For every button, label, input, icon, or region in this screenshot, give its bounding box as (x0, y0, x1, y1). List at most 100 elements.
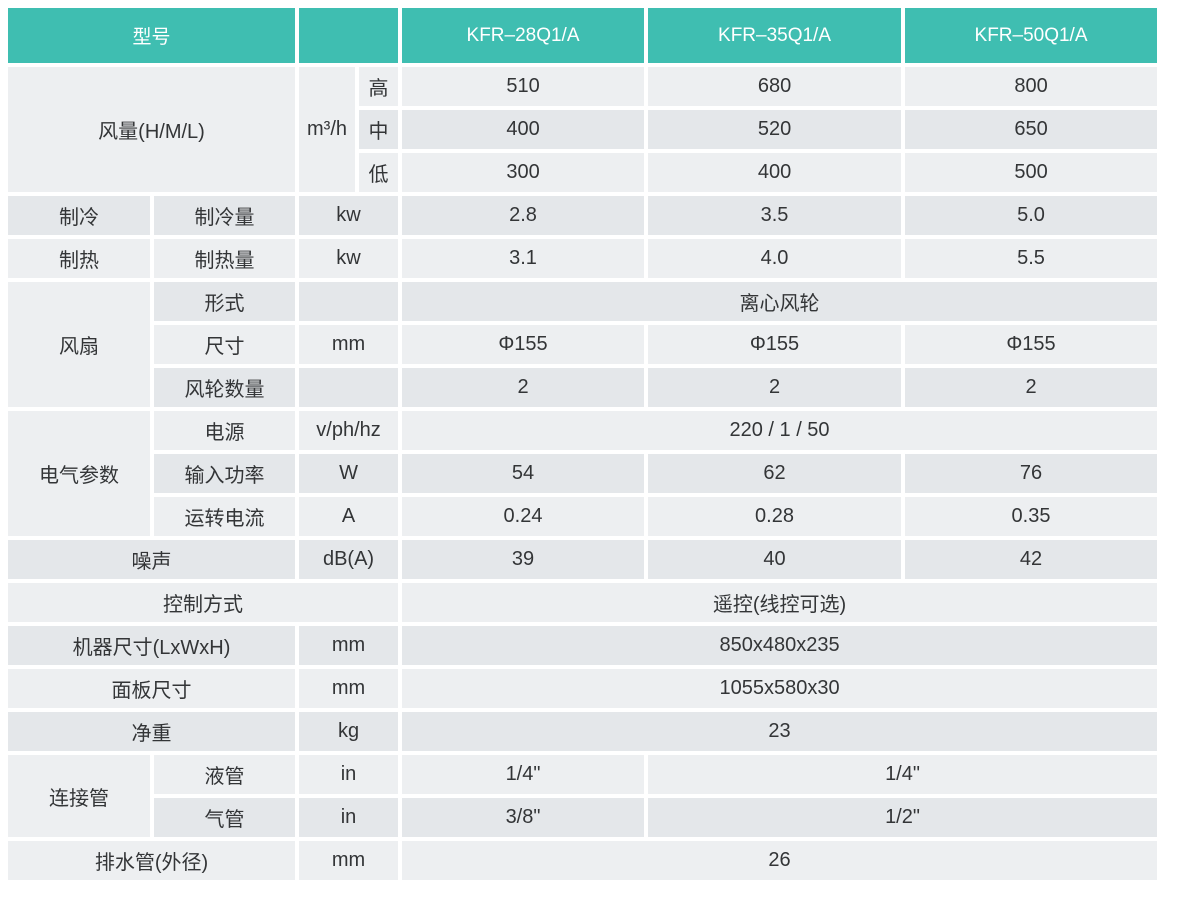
row-panel-size: 面板尺寸 mm 1055x580x30 (8, 669, 1158, 708)
piping-group-label: 连接管 (8, 755, 150, 837)
airflow-low-value-kfr28: 300 (402, 153, 645, 192)
fan-group-label: 风扇 (8, 282, 150, 407)
piping-gas-unit: in (299, 798, 399, 837)
heating-group-label: 制热 (8, 239, 150, 278)
fan-count-value-kfr50: 2 (905, 368, 1158, 407)
panel-size-label: 面板尺寸 (8, 669, 296, 708)
fan-size-value-kfr28: Φ155 (402, 325, 645, 364)
noise-unit: dB(A) (299, 540, 399, 579)
airflow-mid-value-kfr50: 650 (905, 110, 1158, 149)
row-fan-size: 尺寸 mm Φ155 Φ155 Φ155 (8, 325, 1158, 364)
input-power-value-kfr35: 62 (648, 454, 902, 493)
drain-label: 排水管(外径) (8, 841, 296, 880)
fan-count-value-kfr28: 2 (402, 368, 645, 407)
airflow-high-label: 高 (359, 67, 399, 106)
airflow-low-label: 低 (359, 153, 399, 192)
input-power-value-kfr28: 54 (402, 454, 645, 493)
airflow-low-value-kfr35: 400 (648, 153, 902, 192)
control-value: 遥控(线控可选) (402, 583, 1158, 622)
row-machine-size: 机器尺寸(LxWxH) mm 850x480x235 (8, 626, 1158, 665)
fan-size-label: 尺寸 (154, 325, 296, 364)
header-row: 型号 KFR–28Q1/A KFR–35Q1/A KFR–50Q1/A (8, 8, 1158, 63)
drain-unit: mm (299, 841, 399, 880)
cooling-item-label: 制冷量 (154, 196, 296, 235)
running-current-value-kfr28: 0.24 (402, 497, 645, 536)
machine-size-label: 机器尺寸(LxWxH) (8, 626, 296, 665)
heating-item-label: 制热量 (154, 239, 296, 278)
fan-count-unit-empty (299, 368, 399, 407)
panel-size-value: 1055x580x30 (402, 669, 1158, 708)
airflow-low-value-kfr50: 500 (905, 153, 1158, 192)
running-current-label: 运转电流 (154, 497, 296, 536)
row-cooling: 制冷 制冷量 kw 2.8 3.5 5.0 (8, 196, 1158, 235)
airflow-mid-value-kfr35: 520 (648, 110, 902, 149)
row-airflow-high: 风量(H/M/L) m³/h 高 510 680 800 (8, 67, 1158, 192)
cooling-group-label: 制冷 (8, 196, 150, 235)
heating-value-kfr50: 5.5 (905, 239, 1158, 278)
piping-liquid-value-kfr28: 1/4" (402, 755, 645, 794)
piping-gas-value-kfr35-50: 1/2" (648, 798, 1158, 837)
header-unit-spacer (299, 8, 399, 63)
heating-unit: kw (299, 239, 399, 278)
input-power-value-kfr50: 76 (905, 454, 1158, 493)
machine-size-unit: mm (299, 626, 399, 665)
fan-size-unit: mm (299, 325, 399, 364)
row-drain: 排水管(外径) mm 26 (8, 841, 1158, 880)
power-supply-unit: v/ph/hz (299, 411, 399, 450)
header-model-kfr35: KFR–35Q1/A (648, 8, 902, 63)
drain-value: 26 (402, 841, 1158, 880)
heating-value-kfr35: 4.0 (648, 239, 902, 278)
row-input-power: 输入功率 W 54 62 76 (8, 454, 1158, 493)
piping-liquid-label: 液管 (154, 755, 296, 794)
spec-table: 型号 KFR–28Q1/A KFR–35Q1/A KFR–50Q1/A 风量(H… (4, 4, 1161, 884)
machine-size-value: 850x480x235 (402, 626, 1158, 665)
fan-type-unit-empty (299, 282, 399, 321)
net-weight-label: 净重 (8, 712, 296, 751)
running-current-unit: A (299, 497, 399, 536)
input-power-label: 输入功率 (154, 454, 296, 493)
piping-gas-value-kfr28: 3/8" (402, 798, 645, 837)
airflow-high-value-kfr28: 510 (402, 67, 645, 106)
cooling-unit: kw (299, 196, 399, 235)
row-net-weight: 净重 kg 23 (8, 712, 1158, 751)
row-control: 控制方式 遥控(线控可选) (8, 583, 1158, 622)
row-noise: 噪声 dB(A) 39 40 42 (8, 540, 1158, 579)
piping-gas-label: 气管 (154, 798, 296, 837)
noise-value-kfr50: 42 (905, 540, 1158, 579)
row-airflow-low: 低 300 400 500 (8, 153, 1158, 192)
row-piping-liquid: 连接管 液管 in 1/4" 1/4" (8, 755, 1158, 837)
net-weight-value: 23 (402, 712, 1158, 751)
header-model-kfr28: KFR–28Q1/A (402, 8, 645, 63)
fan-type-value: 离心风轮 (402, 282, 1158, 321)
row-heating: 制热 制热量 kw 3.1 4.0 5.5 (8, 239, 1158, 278)
noise-value-kfr35: 40 (648, 540, 902, 579)
power-supply-value: 220 / 1 / 50 (402, 411, 1158, 450)
row-fan-type: 风扇 形式 离心风轮 (8, 282, 1158, 407)
airflow-high-value-kfr35: 680 (648, 67, 902, 106)
running-current-value-kfr50: 0.35 (905, 497, 1158, 536)
fan-count-label: 风轮数量 (154, 368, 296, 407)
electrical-group-label: 电气参数 (8, 411, 150, 536)
fan-size-value-kfr35: Φ155 (648, 325, 902, 364)
fan-type-label: 形式 (154, 282, 296, 321)
cooling-value-kfr35: 3.5 (648, 196, 902, 235)
power-supply-label: 电源 (154, 411, 296, 450)
row-fan-count: 风轮数量 2 2 2 (8, 368, 1158, 407)
piping-liquid-unit: in (299, 755, 399, 794)
row-piping-gas: 气管 in 3/8" 1/2" (8, 798, 1158, 837)
heating-value-kfr28: 3.1 (402, 239, 645, 278)
airflow-mid-value-kfr28: 400 (402, 110, 645, 149)
noise-value-kfr28: 39 (402, 540, 645, 579)
fan-count-value-kfr35: 2 (648, 368, 902, 407)
panel-size-unit: mm (299, 669, 399, 708)
airflow-mid-label: 中 (359, 110, 399, 149)
row-power-supply: 电气参数 电源 v/ph/hz 220 / 1 / 50 (8, 411, 1158, 536)
running-current-value-kfr35: 0.28 (648, 497, 902, 536)
airflow-unit: m³/h (299, 67, 356, 192)
control-label: 控制方式 (8, 583, 399, 622)
row-running-current: 运转电流 A 0.24 0.28 0.35 (8, 497, 1158, 536)
row-airflow-mid: 中 400 520 650 (8, 110, 1158, 149)
piping-liquid-value-kfr35-50: 1/4" (648, 755, 1158, 794)
cooling-value-kfr28: 2.8 (402, 196, 645, 235)
